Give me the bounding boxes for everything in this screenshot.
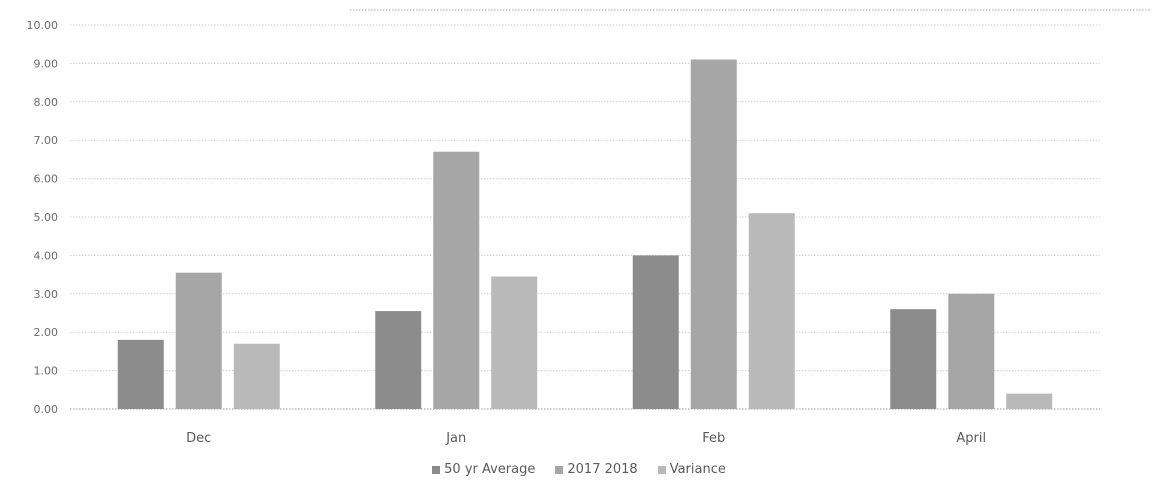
legend-label: Variance (669, 462, 726, 477)
bar-2017-2018-april (948, 293, 995, 409)
legend: 50 yr Average 2017 2018 Variance (0, 462, 1158, 477)
y-tick-label: 3.00 (34, 288, 59, 301)
x-category-label: Feb (702, 431, 725, 446)
legend-item: 2017 2018 (555, 462, 638, 477)
y-tick-label: 1.00 (34, 365, 59, 378)
legend-swatch (432, 465, 441, 474)
gridlines (70, 24, 1100, 410)
x-category-label: April (956, 431, 986, 446)
y-tick-label: 10.00 (27, 19, 59, 32)
legend-swatch (657, 465, 666, 474)
y-axis-ticks: 0.00 1.00 2.00 3.00 4.00 5.00 6.00 7.00 8.00 9.00… (27, 19, 59, 416)
y-tick-label: 0.00 (34, 403, 59, 416)
legend-swatch (555, 465, 564, 474)
legend-label: 2017 2018 (567, 462, 638, 477)
y-tick-label: 2.00 (34, 326, 59, 339)
legend-item: Variance (657, 462, 726, 477)
y-tick-label: 4.00 (34, 249, 59, 262)
bar-variance-april (1006, 393, 1053, 409)
y-tick-label: 8.00 (34, 96, 59, 109)
bar-50-yr-average-april (890, 309, 937, 409)
bar-variance-jan (491, 276, 538, 409)
legend-item: 50 yr Average (432, 462, 535, 477)
bar-2017-2018-jan (433, 151, 480, 409)
x-category-label: Dec (186, 431, 211, 446)
bar-variance-feb (748, 213, 795, 409)
y-tick-label: 6.00 (34, 173, 59, 186)
legend-label: 50 yr Average (444, 462, 536, 477)
bar-2017-2018-feb (690, 59, 737, 410)
bar-2017-2018-dec (175, 272, 222, 409)
bars (117, 59, 1053, 410)
y-tick-label: 9.00 (34, 57, 59, 70)
y-tick-label: 5.00 (34, 211, 59, 224)
x-axis-categories: Dec Jan Feb April (186, 431, 986, 446)
x-category-label: Jan (445, 431, 466, 446)
y-tick-label: 7.00 (34, 134, 59, 147)
bar-50-yr-average-jan (375, 311, 422, 409)
bar-variance-dec (233, 343, 280, 409)
bar-50-yr-average-dec (117, 339, 164, 409)
bar-50-yr-average-feb (632, 255, 679, 409)
